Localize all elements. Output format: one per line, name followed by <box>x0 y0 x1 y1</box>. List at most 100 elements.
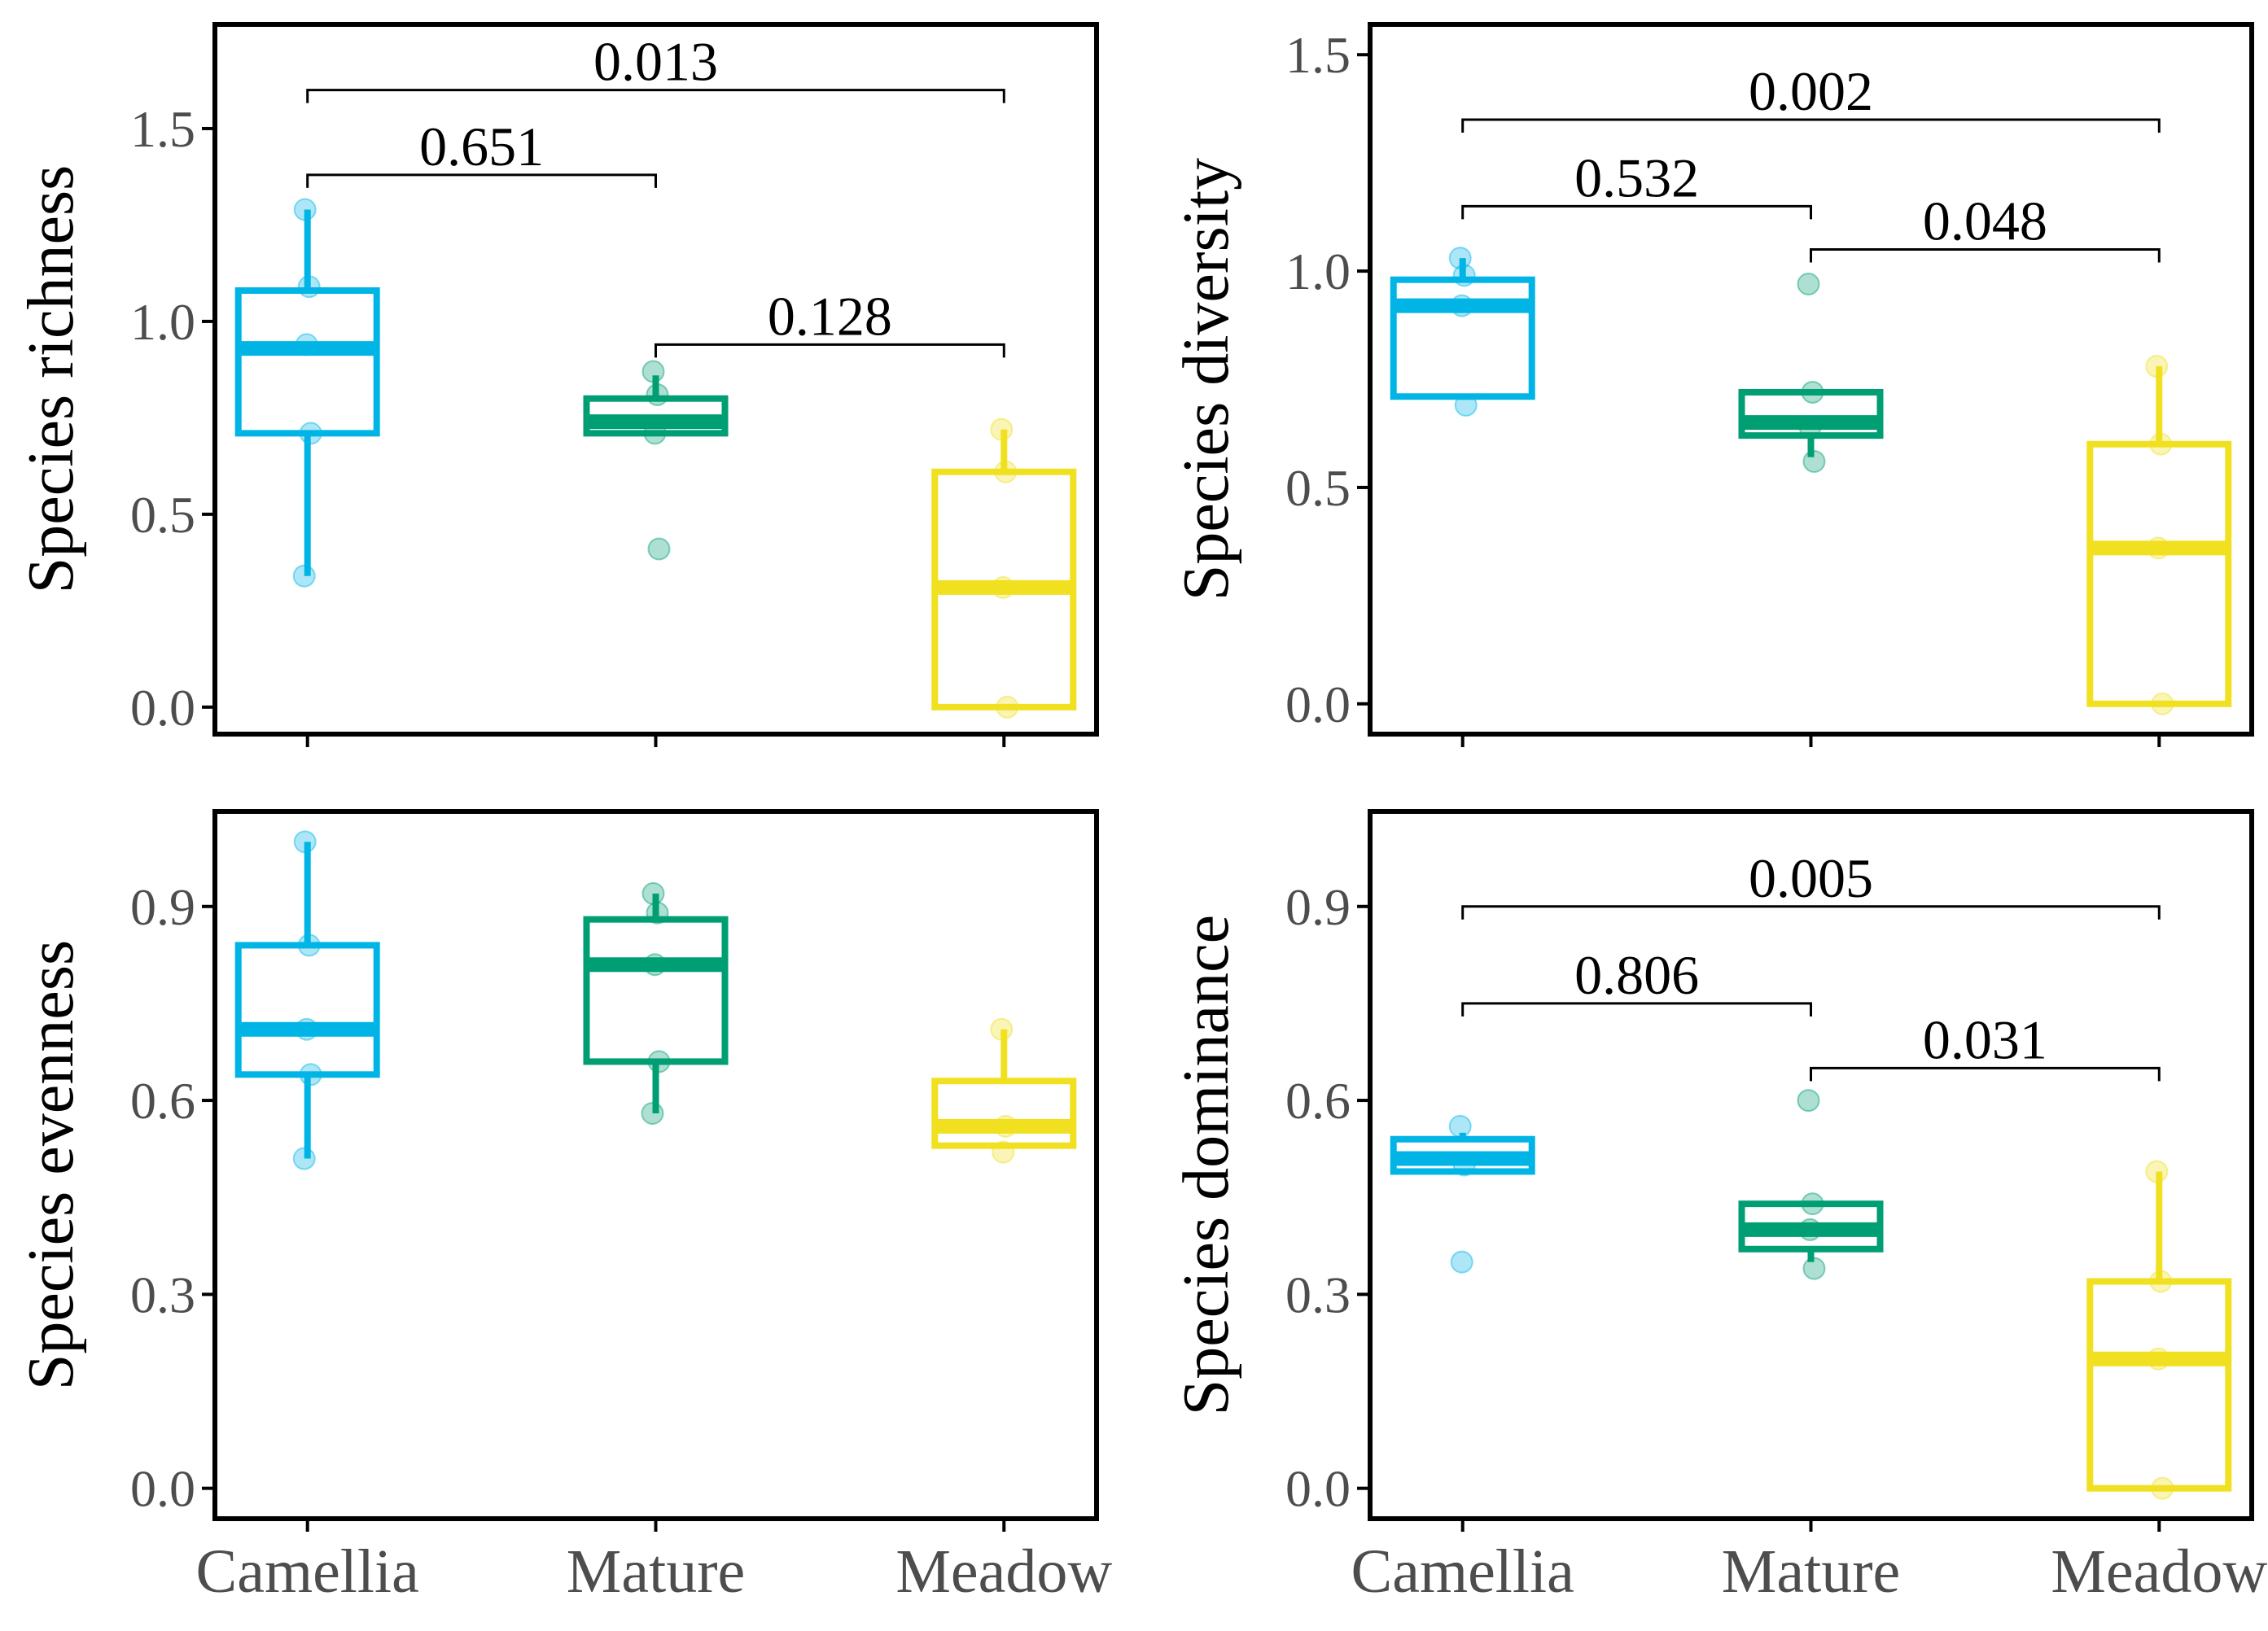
y-tick-label: 0.3 <box>130 1266 195 1323</box>
y-tick-label: 0.6 <box>1285 1072 1351 1130</box>
bracket-line <box>1810 247 2161 263</box>
data-point-camellia <box>1452 1153 1476 1177</box>
data-point-camellia <box>297 934 321 957</box>
data-point-mature <box>1797 273 1820 296</box>
y-tick-label: 0.0 <box>1285 1460 1351 1518</box>
y-tick-label: 0.9 <box>130 878 195 936</box>
y-tick-label: 0.0 <box>1285 676 1351 733</box>
bracket-line <box>1461 118 2161 133</box>
y-tick-label: 0.5 <box>1285 459 1351 517</box>
y-tick-label: 0.0 <box>130 679 195 737</box>
bracket-line <box>1461 1002 1812 1017</box>
x-tick-label: Camellia <box>196 1537 419 1606</box>
data-point-meadow <box>996 695 1019 719</box>
x-tick-label: Meadow <box>2051 1537 2267 1606</box>
data-point-mature <box>643 422 667 445</box>
data-point-camellia <box>292 1147 316 1170</box>
data-point-mature <box>1801 1192 1824 1216</box>
p-value-label: 0.005 <box>1749 847 1873 909</box>
data-point-mature <box>646 901 669 925</box>
bracket-line <box>655 343 1005 358</box>
box-camellia <box>1390 258 1535 400</box>
x-tick-label: Camellia <box>1351 1537 1574 1606</box>
data-point-mature <box>1797 1089 1820 1113</box>
bracket-line <box>1461 905 2161 920</box>
data-point-meadow <box>2145 1160 2169 1183</box>
box-iqr <box>2086 440 2232 707</box>
box-iqr <box>1390 276 1535 400</box>
box-camellia <box>234 842 380 1159</box>
comparison-bracket: 0.013 <box>306 31 1005 103</box>
data-point-meadow <box>2149 432 2173 456</box>
bracket-line <box>1810 1066 2161 1082</box>
data-point-mature <box>647 1050 671 1073</box>
chart-panel-4: 0.0 0.3 0.6 0.9 Camellia Mature Meadow Species … <box>1171 809 2267 1606</box>
data-point-camellia <box>295 1017 318 1041</box>
data-point-camellia <box>299 1063 322 1087</box>
data-point-mature <box>1798 415 1822 439</box>
y-axis-label: Species diversity <box>1171 158 1242 601</box>
data-point-meadow <box>2147 1347 2170 1371</box>
data-point-camellia <box>297 275 321 299</box>
bracket-line <box>1461 204 1812 220</box>
box-meadow <box>2086 366 2232 707</box>
box-iqr <box>234 942 380 1078</box>
data-point-camellia <box>293 198 317 221</box>
y-tick-label: 1.5 <box>130 100 195 158</box>
y-tick-label: 1.5 <box>1285 26 1351 84</box>
data-point-meadow <box>990 1017 1014 1041</box>
p-value-label: 0.031 <box>1923 1008 2047 1070</box>
x-tick-label: Mature <box>567 1537 745 1606</box>
p-value-label: 0.532 <box>1574 146 1699 208</box>
data-point-mature <box>1798 1218 1822 1241</box>
box-iqr <box>2086 1278 2232 1492</box>
data-point-mature <box>1802 450 1826 474</box>
data-point-meadow <box>2145 355 2169 378</box>
x-tick-label: Meadow <box>895 1537 1112 1606</box>
data-point-camellia <box>295 333 318 356</box>
chart-panel-1: 0.0 0.5 1.0 1.5 Species richness 0.013 0.651 0.… <box>15 22 1099 747</box>
data-point-camellia <box>293 830 317 854</box>
bracket-line <box>306 173 657 188</box>
comparison-bracket: 0.128 <box>655 285 1005 358</box>
p-value-label: 0.806 <box>1574 944 1699 1006</box>
p-value-label: 0.002 <box>1749 60 1873 122</box>
comparison-bracket: 0.031 <box>1810 1008 2161 1082</box>
chart-panel-2: 0.0 0.5 1.0 1.5 Species diversity 0.002 0.532 0… <box>1171 22 2254 747</box>
data-point-camellia <box>1454 393 1478 417</box>
data-point-camellia <box>1450 294 1473 317</box>
box-iqr <box>931 1078 1077 1149</box>
comparison-bracket: 0.806 <box>1461 944 1812 1017</box>
x-tick-label: Mature <box>1722 1537 1900 1606</box>
comparison-bracket: 0.002 <box>1461 60 2161 133</box>
data-point-mature <box>1801 380 1824 404</box>
p-value-label: 0.651 <box>419 116 544 177</box>
data-point-camellia <box>299 422 322 445</box>
box-iqr <box>234 287 380 437</box>
data-point-meadow <box>2151 1476 2174 1500</box>
panel-border <box>1368 22 2254 737</box>
data-point-mature <box>641 360 665 383</box>
data-point-camellia <box>1450 1250 1473 1274</box>
data-point-camellia <box>292 564 316 588</box>
box-iqr <box>583 916 729 1065</box>
data-point-mature <box>643 953 667 977</box>
p-value-label: 0.048 <box>1923 190 2047 251</box>
data-point-meadow <box>990 418 1014 441</box>
y-tick-label: 0.9 <box>1285 878 1351 936</box>
y-tick-label: 1.0 <box>130 293 195 351</box>
y-axis-label: Species evenness <box>15 940 87 1390</box>
box-camellia <box>234 209 380 576</box>
comparison-bracket: 0.651 <box>306 116 657 188</box>
data-point-mature <box>647 537 671 561</box>
y-axis-label: Species richness <box>15 165 87 594</box>
data-point-camellia <box>1448 247 1472 270</box>
comparison-bracket: 0.532 <box>1461 146 1812 220</box>
box-meadow <box>2086 1171 2232 1492</box>
data-point-camellia <box>1448 1114 1472 1138</box>
box-mature <box>1738 1200 1884 1262</box>
data-point-meadow <box>2147 536 2170 560</box>
y-tick-label: 0.6 <box>130 1072 195 1130</box>
box-meadow <box>931 1029 1077 1149</box>
